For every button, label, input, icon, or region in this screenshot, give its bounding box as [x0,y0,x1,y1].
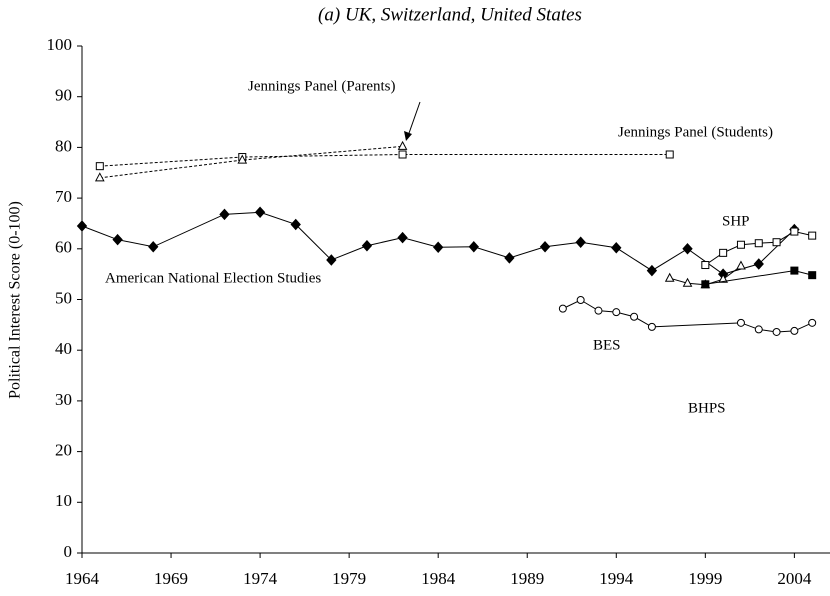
annotation: Jennings Panel (Parents) [248,78,395,94]
triangle-marker [736,260,746,270]
y-tick-label: 20 [55,441,72,460]
square-marker [790,266,799,275]
diamond-marker [753,258,764,270]
diamond-marker [539,241,551,253]
square-marker [95,162,104,171]
circle-marker [736,318,745,327]
series-line [81,211,795,275]
square-marker [736,240,745,249]
diamond-marker [76,220,88,232]
arrow-head [404,131,412,141]
triangle-marker [94,172,105,182]
y-tick-label: 50 [55,288,72,307]
x-tick-label: 1969 [154,569,188,588]
triangle-marker [682,277,693,287]
y-tick-label: 70 [55,187,72,206]
circle-marker [558,304,567,313]
x-tick-label: 1974 [243,569,278,588]
chart-title: (a) UK, Switzerland, United States [318,4,582,25]
x-tick-label: 1979 [332,569,366,588]
circle-marker [594,306,603,315]
x-tick-label: 2004 [777,569,812,588]
diamond-marker [682,243,693,255]
y-tick-label: 0 [64,542,73,561]
circle-marker [647,322,656,331]
diamond-marker [468,241,479,253]
x-tick-label: 1994 [599,569,634,588]
diamond-marker [397,231,408,244]
y-tick-label: 100 [47,35,73,54]
x-tick-label: 1964 [65,569,100,588]
y-tick-label: 60 [55,238,72,257]
diamond-marker [361,240,373,252]
diamond-marker [290,218,301,231]
circle-marker [612,308,621,317]
series-line [99,145,403,179]
square-marker [701,261,710,270]
y-tick-label: 30 [55,390,72,409]
square-marker [772,238,781,247]
triangle-marker [237,154,248,164]
square-marker [701,280,710,289]
circle-marker [576,296,585,305]
diamond-marker [112,233,123,246]
circle-marker [630,312,639,321]
y-tick-label: 80 [55,136,72,155]
diamond-marker [646,264,658,277]
square-marker [790,227,799,236]
triangle-marker [664,272,675,282]
square-marker [665,150,674,159]
square-marker [808,231,817,240]
y-tick-label: 40 [55,339,72,358]
diamond-marker [219,208,230,221]
x-tick-label: 1999 [688,569,722,588]
triangle-marker [397,140,408,150]
diamond-marker [254,206,266,219]
square-marker [719,248,728,257]
annotation: BHPS [688,400,726,416]
circle-marker [772,327,781,336]
annotation-arrow [407,101,421,137]
annotation: BES [593,337,621,353]
series-line [562,299,813,333]
annotation: American National Election Studies [105,270,321,286]
triangle-marker [718,273,728,283]
y-tick-label: 10 [55,491,72,510]
square-marker [808,271,817,280]
diamond-marker [611,242,622,254]
diamond-marker [504,252,515,264]
annotation: SHP [722,213,750,229]
square-marker [398,150,407,159]
x-tick-label: 1989 [510,569,544,588]
circle-marker [808,318,817,327]
circle-marker [754,325,763,334]
diamond-marker [433,241,444,254]
square-marker [754,239,763,248]
diamond-marker [148,241,159,253]
x-tick-label: 1984 [421,569,456,588]
annotation: Jennings Panel (Students) [618,124,773,140]
series-line [99,153,670,167]
diamond-marker [326,254,337,266]
y-tick-label: 90 [55,86,72,105]
diamond-marker [575,236,586,248]
circle-marker [790,326,799,335]
y-axis-label: Political Interest Score (0-100) [7,201,24,399]
